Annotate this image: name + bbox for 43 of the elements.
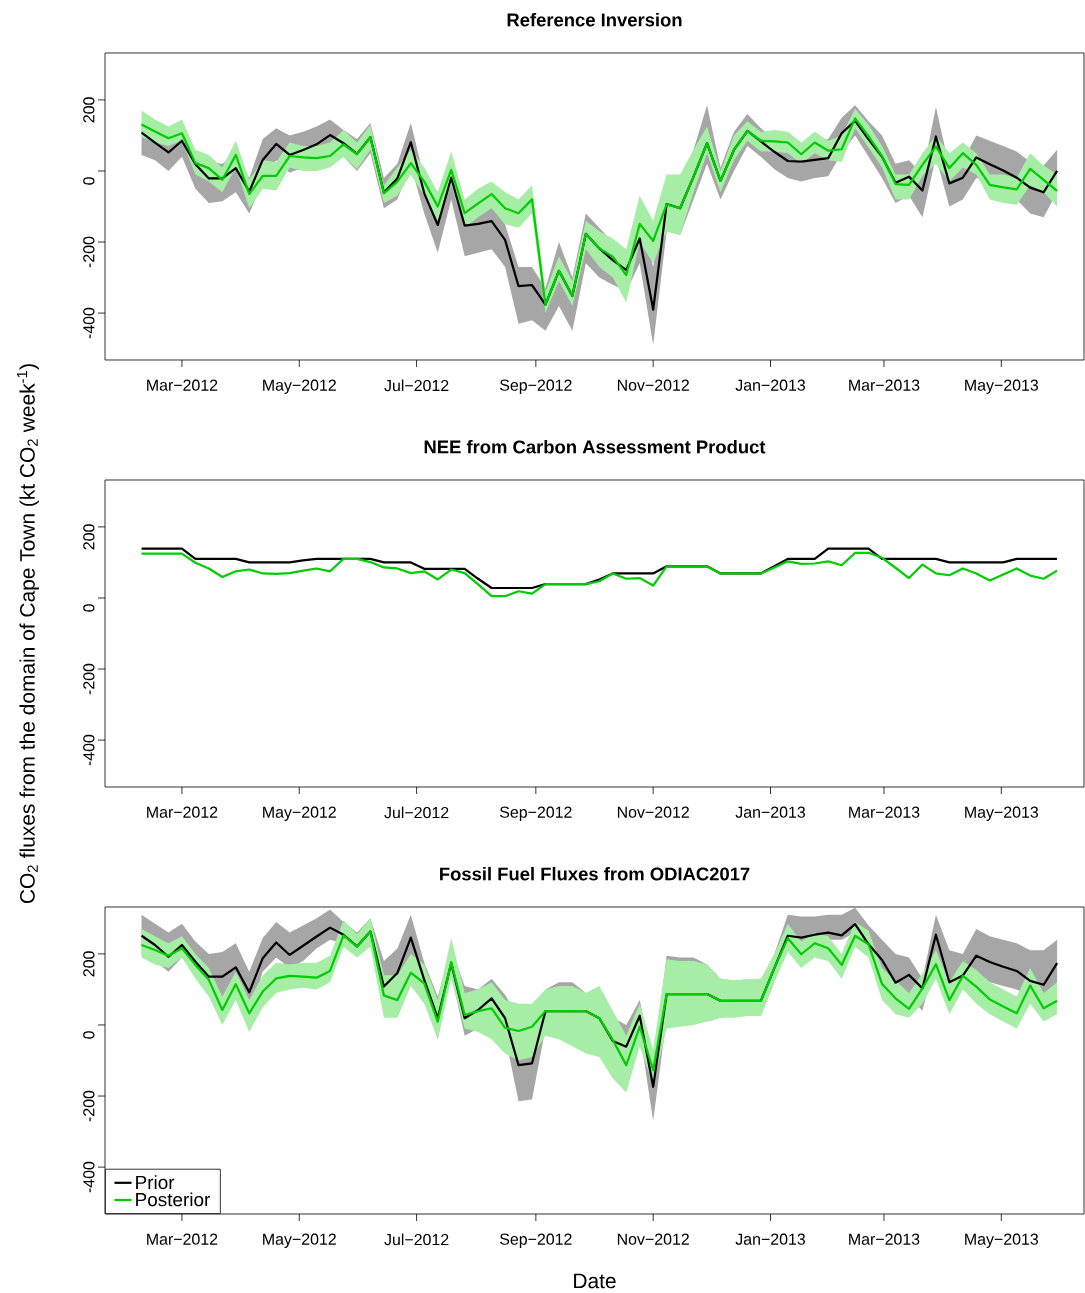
chart-title: NEE from Carbon Assessment Product	[424, 439, 766, 454]
x-tick-label: Sep−2012	[499, 806, 572, 821]
x-tick-label: May−2013	[965, 1233, 1039, 1248]
y-tick-label: -400	[83, 734, 95, 766]
x-tick-label: Jul−2012	[384, 379, 449, 392]
x-tick-label: Jan−2013	[735, 1233, 806, 1245]
x-tick-label: Mar−2013	[849, 806, 920, 818]
y-tick-label: 200	[83, 97, 95, 123]
x-tick-label: May−2013	[965, 806, 1039, 821]
x-tick-label: Jan−2013	[735, 806, 806, 818]
x-tick-label: Jan−2013	[735, 379, 806, 391]
x-tick-label: May−2012	[263, 379, 336, 394]
x-tick-label: Mar−2013	[849, 1233, 920, 1245]
x-tick-label: Sep−2012	[499, 1233, 572, 1248]
y-tick-label: -200	[83, 663, 95, 695]
y-tick-label: 0	[83, 604, 95, 612]
y-tick-label: -200	[83, 236, 95, 268]
chart-title: Reference Inversion	[507, 12, 682, 27]
x-tick-label: Jul−2012	[384, 1233, 449, 1246]
y-tick-label: 0	[83, 1031, 95, 1039]
y-tick-label: -400	[83, 307, 95, 339]
y-tick-label: 200	[83, 524, 95, 550]
x-tick-label: Mar−2012	[147, 806, 218, 818]
y-axis-title: CO$_{2}$ fluxes from the domain of Cape Town (kt CO$_{2}$ week$^{-1}$)	[17, 364, 39, 904]
x-tick-label: Nov−2012	[617, 1233, 689, 1245]
y-tick-label: -200	[83, 1090, 95, 1122]
x-tick-label: Mar−2013	[849, 379, 920, 391]
legend-label: Posterior	[136, 1192, 211, 1207]
x-tick-label: Sep−2012	[499, 379, 572, 394]
x-tick-label: Jul−2012	[384, 806, 449, 819]
y-tick-label: 200	[83, 951, 95, 977]
x-tick-label: Nov−2012	[617, 379, 689, 391]
x-tick-label: Mar−2012	[147, 1233, 218, 1245]
x-tick-label: May−2013	[965, 379, 1039, 394]
y-tick-label: 0	[83, 177, 95, 185]
chart-title: Fossil Fuel Fluxes from ODIAC2017	[440, 866, 750, 881]
x-tick-label: May−2012	[263, 806, 336, 821]
legend-label: Prior	[136, 1175, 175, 1190]
x-tick-label: Mar−2012	[147, 379, 218, 391]
y-tick-label: -400	[83, 1161, 95, 1193]
x-tick-label: Nov−2012	[617, 806, 689, 818]
x-axis-title: Date	[574, 1273, 616, 1289]
x-tick-label: May−2012	[263, 1233, 336, 1248]
